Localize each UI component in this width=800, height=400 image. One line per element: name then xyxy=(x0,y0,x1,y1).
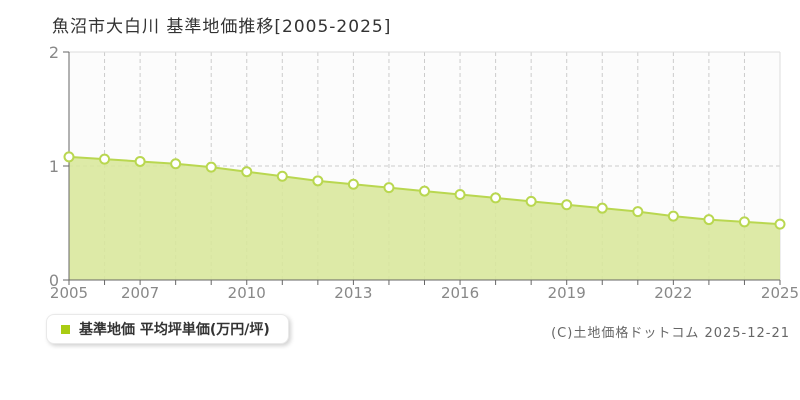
data-point xyxy=(276,170,288,182)
data-point xyxy=(774,218,786,230)
x-tick-label: 2010 xyxy=(228,284,266,302)
data-point xyxy=(134,155,146,167)
data-point xyxy=(667,210,679,222)
land-price-trend-chart: 0 1 2 2005 2007 2010 2013 2016 2019 2022 2025 xyxy=(49,43,799,302)
data-point xyxy=(63,151,75,163)
data-point xyxy=(632,206,644,218)
data-point xyxy=(703,214,715,226)
y-tick-label: 1 xyxy=(49,157,59,176)
data-point xyxy=(99,153,111,165)
x-tick-label: 2005 xyxy=(50,284,88,302)
data-point xyxy=(205,161,217,173)
x-tick-label: 2022 xyxy=(654,284,692,302)
y-tick-label: 0 xyxy=(49,271,59,290)
x-tick-label: 2007 xyxy=(121,284,159,302)
x-tick-label: 2016 xyxy=(441,284,479,302)
data-point xyxy=(738,216,750,228)
copyright-text: (C)土地価格ドットコム 2025-12-21 xyxy=(551,326,790,341)
y-tick-label: 2 xyxy=(49,43,59,62)
series-area-fill xyxy=(69,156,780,280)
data-point xyxy=(490,192,502,204)
x-tick-label: 2019 xyxy=(548,284,586,302)
data-point xyxy=(561,199,573,211)
data-point xyxy=(383,182,395,194)
data-point xyxy=(419,185,430,197)
data-point xyxy=(454,189,466,200)
legend-marker-icon xyxy=(61,324,70,334)
data-point xyxy=(347,178,359,190)
data-point xyxy=(525,195,537,207)
chart-title: 魚沼市大白川 基準地価推移[2005-2025] xyxy=(52,17,392,37)
x-tick-label: 2013 xyxy=(334,284,372,302)
data-point xyxy=(170,158,182,170)
legend: 基準地価 平均坪単価(万円/坪) xyxy=(46,314,289,344)
legend-label: 基準地価 平均坪単価(万円/坪) xyxy=(79,322,270,338)
data-point xyxy=(312,175,324,187)
data-point xyxy=(241,166,253,178)
x-tick-label: 2025 xyxy=(761,284,799,302)
data-point xyxy=(596,202,608,214)
